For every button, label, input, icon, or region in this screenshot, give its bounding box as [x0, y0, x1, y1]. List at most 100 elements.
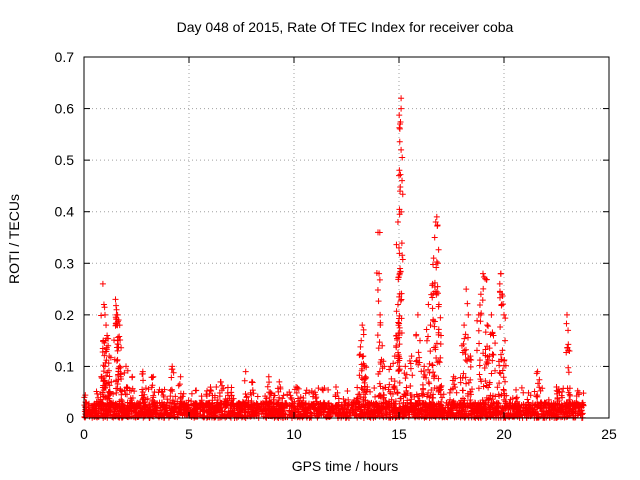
data-point — [149, 382, 156, 389]
data-point — [533, 393, 540, 400]
data-point — [461, 335, 468, 342]
data-point — [376, 339, 383, 346]
data-point — [415, 397, 422, 404]
data-point — [97, 391, 104, 398]
data-point — [141, 402, 148, 409]
data-point — [357, 343, 364, 350]
data-point — [461, 410, 468, 417]
data-point — [106, 382, 113, 389]
data-point — [156, 386, 163, 393]
data-point — [487, 410, 494, 417]
data-point — [474, 317, 481, 324]
data-point — [465, 379, 472, 386]
data-point — [435, 375, 442, 382]
data-point — [400, 404, 407, 411]
data-point — [362, 376, 369, 383]
data-point — [105, 335, 112, 342]
data-point — [498, 291, 505, 298]
data-point — [266, 379, 273, 386]
data-point — [425, 389, 432, 396]
data-point — [245, 408, 252, 415]
data-point — [498, 392, 505, 399]
data-point — [431, 279, 438, 286]
data-point — [475, 385, 482, 392]
data-point — [354, 384, 361, 391]
data-point — [108, 378, 115, 385]
data-point — [191, 410, 198, 417]
data-point — [419, 381, 426, 388]
data-point — [127, 395, 134, 402]
data-point — [370, 414, 377, 421]
data-point — [417, 337, 423, 344]
data-point — [557, 414, 564, 421]
data-point — [427, 348, 434, 355]
data-point — [433, 258, 440, 265]
data-point — [213, 384, 220, 391]
data-point — [469, 405, 476, 412]
data-point — [222, 395, 229, 402]
data-point — [331, 405, 338, 412]
data-point — [513, 394, 520, 401]
data-point — [480, 270, 486, 277]
data-point — [393, 241, 400, 248]
data-point — [395, 334, 402, 341]
data-point — [436, 401, 443, 408]
data-point — [99, 399, 106, 406]
data-point — [250, 401, 257, 408]
data-point — [367, 388, 374, 395]
data-point — [117, 403, 124, 410]
data-point — [461, 322, 468, 329]
data-point — [241, 377, 248, 384]
data-point — [359, 410, 366, 417]
data-point — [99, 280, 106, 287]
data-point — [416, 393, 423, 400]
data-point — [169, 388, 176, 395]
data-point — [157, 402, 164, 409]
data-point — [297, 403, 304, 410]
data-point — [102, 363, 108, 370]
data-point — [457, 402, 464, 409]
data-point — [104, 332, 111, 339]
data-point — [485, 360, 492, 367]
data-point — [397, 119, 404, 126]
data-point — [432, 346, 439, 353]
data-point — [86, 408, 93, 415]
data-point — [388, 406, 395, 413]
data-point — [275, 405, 282, 412]
data-point — [275, 397, 282, 404]
data-point — [207, 386, 214, 393]
data-point — [460, 370, 467, 377]
data-point — [294, 395, 301, 402]
data-point — [437, 410, 444, 417]
data-point — [249, 402, 256, 409]
data-point — [467, 396, 474, 403]
data-point — [376, 276, 383, 283]
data-point — [282, 400, 289, 407]
data-point — [101, 304, 108, 311]
data-point — [123, 384, 130, 391]
data-point — [260, 400, 267, 407]
data-point — [445, 404, 452, 411]
data-point — [244, 401, 251, 408]
data-point — [371, 407, 378, 414]
data-point — [364, 409, 371, 416]
data-point — [500, 374, 507, 381]
data-point — [351, 409, 358, 416]
data-point — [148, 374, 155, 381]
data-point — [301, 400, 308, 407]
data-point — [279, 395, 286, 402]
data-point — [287, 392, 294, 399]
data-point — [103, 322, 110, 329]
data-point — [121, 387, 128, 394]
data-point — [252, 411, 259, 418]
data-point — [386, 381, 393, 388]
plot-frame — [83, 56, 610, 419]
data-point — [386, 366, 393, 373]
data-point — [216, 393, 223, 400]
data-point — [431, 318, 438, 325]
data-point — [435, 303, 442, 310]
data-point — [99, 345, 106, 352]
data-point — [394, 301, 401, 308]
data-point — [106, 373, 113, 380]
data-point — [443, 399, 450, 406]
